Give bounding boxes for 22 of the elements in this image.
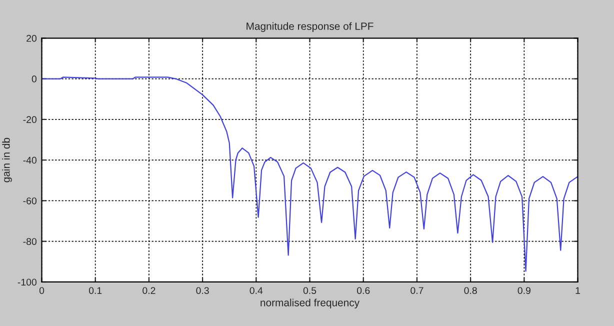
y-tick-label: -60 (23, 197, 37, 204)
y-axis-title: gain in db (2, 138, 12, 182)
x-axis-title: normalised frequency (260, 298, 360, 308)
y-tick-label: -40 (23, 156, 37, 164)
x-tick-label: 0.4 (250, 287, 263, 294)
y-tick-label: -100 (18, 278, 37, 286)
x-tick-label: 0.3 (196, 287, 209, 294)
x-tick-label: 0.6 (356, 287, 370, 294)
x-tick-label: 0 (39, 287, 44, 294)
x-tick-label: 0.7 (410, 287, 424, 294)
y-tick-label: -20 (23, 116, 37, 124)
x-tick-label: 0.5 (303, 287, 316, 294)
x-tick-label: 0.2 (142, 287, 156, 294)
x-tick-label: 0.1 (88, 287, 102, 294)
y-tick-label: 0 (32, 76, 37, 82)
x-tick-label: 0.8 (464, 287, 477, 294)
y-tick-label: -80 (23, 238, 37, 245)
y-tick-label: 20 (26, 34, 37, 42)
x-tick-label: 1 (576, 287, 580, 294)
line-series (42, 76, 578, 272)
x-tick-label: 0.9 (518, 287, 530, 294)
chart-title: Magnitude response of LPF (246, 22, 374, 32)
